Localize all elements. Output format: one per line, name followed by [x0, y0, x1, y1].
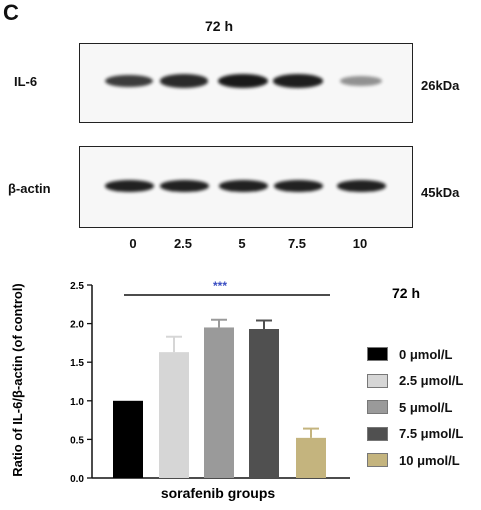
actin-band: [336, 180, 386, 192]
panel-letter: C: [3, 0, 19, 25]
actin-band: [273, 180, 323, 192]
il6-band: [105, 74, 153, 88]
actin-row-label: β-actin: [8, 181, 51, 196]
chart-time-label: 72 h: [392, 285, 420, 301]
legend-label: 10 μmol/L: [399, 452, 460, 468]
bar: [204, 327, 234, 478]
legend-item: 0 μmol/L: [367, 341, 463, 368]
legend-swatch: [367, 347, 388, 362]
il6-band: [218, 74, 268, 88]
actin-blot-image: [79, 146, 413, 228]
lane-label: 0: [129, 236, 137, 251]
legend-swatch: [367, 373, 388, 388]
y-tick-label: 1.0: [70, 397, 84, 408]
lane-label: 10: [352, 236, 368, 251]
y-tick-label: 0.0: [70, 474, 84, 485]
lane-label: 5: [238, 236, 246, 251]
il6-band: [273, 74, 323, 88]
legend-item: 10 μmol/L: [367, 447, 463, 474]
il6-size-label: 26kDa: [421, 78, 460, 93]
il6-blot-image: [79, 43, 413, 123]
il6-band: [339, 76, 383, 86]
legend-item: 2.5 μmol/L: [367, 368, 463, 395]
legend-label: 2.5 μmol/L: [399, 373, 464, 389]
il6-band: [159, 74, 209, 88]
lane-label: 7.5: [287, 236, 307, 251]
legend-item: 7.5 μmol/L: [367, 421, 463, 448]
legend: 0 μmol/L 2.5 μmol/L 5 μmol/L 7.5 μmol/L 10 μ…: [367, 341, 463, 474]
bar: [113, 400, 143, 478]
y-tick-label: 0.5: [70, 435, 84, 446]
legend-swatch: [367, 426, 388, 441]
legend-label: 7.5 μmol/L: [399, 426, 464, 442]
legend-swatch: [367, 400, 388, 415]
bar: [159, 352, 189, 478]
bar: [249, 329, 279, 478]
legend-swatch: [367, 453, 388, 468]
y-tick-label: 2.0: [70, 320, 84, 331]
x-axis-label: sorafenib groups: [161, 485, 276, 501]
y-tick-label: 1.5: [70, 358, 84, 369]
il6-row-label: IL-6: [14, 74, 38, 89]
significance-marker: ***: [213, 279, 227, 293]
actin-size-label: 45kDa: [421, 185, 460, 200]
blot-time-label: 72 h: [205, 18, 234, 34]
legend-item: 5 μmol/L: [367, 394, 463, 421]
actin-band: [104, 180, 154, 192]
y-tick-label: 2.5: [70, 281, 84, 292]
y-axis-label: Ratio of IL-6/β-actin (of control): [10, 283, 25, 477]
legend-label: 0 μmol/L: [399, 346, 453, 362]
actin-band: [218, 180, 268, 192]
legend-label: 5 μmol/L: [399, 399, 453, 415]
lane-label: 2.5: [173, 236, 193, 251]
bar-chart: Ratio of IL-6/β-actin (of control) 0.0 0.…: [10, 279, 420, 501]
bar: [296, 437, 326, 478]
actin-band: [159, 180, 209, 192]
